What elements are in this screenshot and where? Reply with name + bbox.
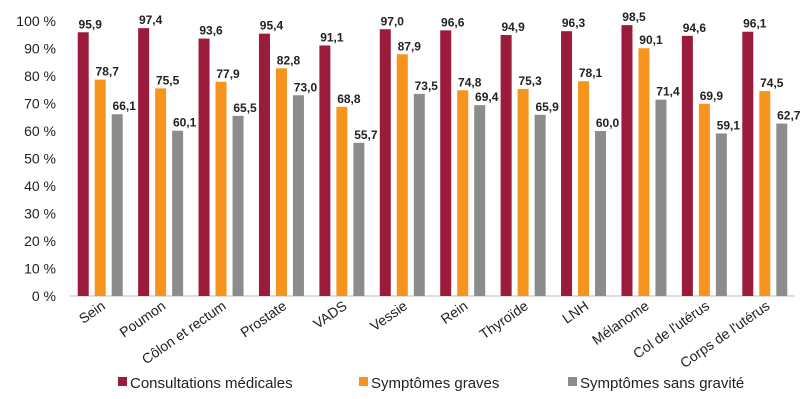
bar [319,45,331,296]
bar [742,31,754,296]
data-label: 74,8 [458,75,482,89]
data-label: 96,1 [743,17,767,31]
bar [440,30,452,296]
y-tick-label: 90 % [24,41,56,57]
bar [621,25,633,296]
bar [111,114,123,296]
bar [595,131,607,296]
data-label: 75,3 [518,74,542,88]
x-tick-label: Rein [438,297,471,327]
data-label: 78,1 [579,66,603,80]
data-label: 74,5 [760,76,784,90]
y-tick-label: 60 % [24,123,56,139]
y-tick-label: 30 % [24,206,56,222]
data-label: 71,4 [656,85,680,99]
bar [776,123,788,296]
legend-label: Symptômes sans gravité [580,375,744,392]
y-tick-label: 0 % [32,288,56,304]
x-tick-label: Vessie [367,297,410,334]
data-label: 95,9 [79,17,103,31]
data-label: 75,5 [156,73,180,87]
data-label: 94,6 [683,21,707,35]
x-tick-label: Thyroïde [476,297,531,342]
y-tick-label: 80 % [24,68,56,84]
data-label: 69,4 [475,90,499,104]
legend-label: Symptômes graves [371,375,499,392]
legend-swatch [118,377,127,386]
bar [77,32,89,297]
y-tick-label: 20 % [24,233,56,249]
x-tick-label: VADS [310,297,350,331]
bar [561,31,573,297]
bar [215,81,227,297]
data-label: 90,1 [639,33,663,47]
bar [638,48,650,296]
bar [474,105,486,297]
data-label: 59,1 [717,118,741,132]
bar [500,35,512,297]
bar [258,33,270,297]
bar [517,88,529,296]
data-label: 82,8 [277,53,301,67]
data-label: 97,0 [381,14,405,28]
y-tick-label: 70 % [24,96,56,112]
data-label: 98,5 [622,10,646,24]
data-label: 95,4 [260,19,284,33]
y-tick-label: 40 % [24,178,56,194]
legend-swatch [568,377,577,386]
bar [396,54,408,297]
bar [698,103,710,297]
x-tick-label: Poumon [116,297,168,340]
data-label: 96,6 [441,15,465,29]
data-label: 60,1 [173,116,197,130]
bar [353,142,365,296]
data-label: 73,5 [415,79,439,93]
data-label: 65,9 [535,100,559,114]
data-label: 55,7 [354,128,378,142]
bar [275,68,287,296]
bar [715,133,727,296]
data-label: 96,3 [562,16,586,30]
data-label: 97,4 [139,13,163,27]
bar [94,79,106,296]
bar [413,93,425,296]
bar [655,99,667,297]
data-label: 87,9 [398,39,422,53]
data-label: 66,1 [113,99,137,113]
data-label: 91,1 [320,30,344,44]
data-label: 68,8 [337,92,361,106]
data-label: 69,9 [700,89,724,103]
bar [292,95,304,296]
x-tick-label: LNH [559,297,591,326]
data-label: 65,5 [233,101,257,115]
y-tick-label: 10 % [24,261,56,277]
bar [379,29,391,296]
x-tick-label: Sein [76,297,108,326]
x-tick-label: Prostate [237,297,289,340]
data-label: 73,0 [294,80,318,94]
data-label: 94,9 [501,20,525,34]
data-label: 78,7 [96,65,120,79]
y-tick-label: 100 % [16,13,56,29]
bar [198,38,210,296]
bar [534,114,546,297]
data-label: 77,9 [216,67,240,81]
y-tick-label: 50 % [24,151,56,167]
legend-swatch [359,377,368,386]
bar [336,106,348,296]
legend-label: Consultations médicales [130,375,293,392]
bar [172,130,184,296]
bar [457,90,469,296]
bar [155,88,167,296]
data-label: 60,0 [596,116,620,130]
bar [759,91,771,296]
bar [232,115,244,296]
bar [578,81,590,296]
data-label: 62,7 [777,109,801,123]
bar [681,35,693,296]
bar [138,28,150,297]
data-label: 93,6 [199,24,223,38]
